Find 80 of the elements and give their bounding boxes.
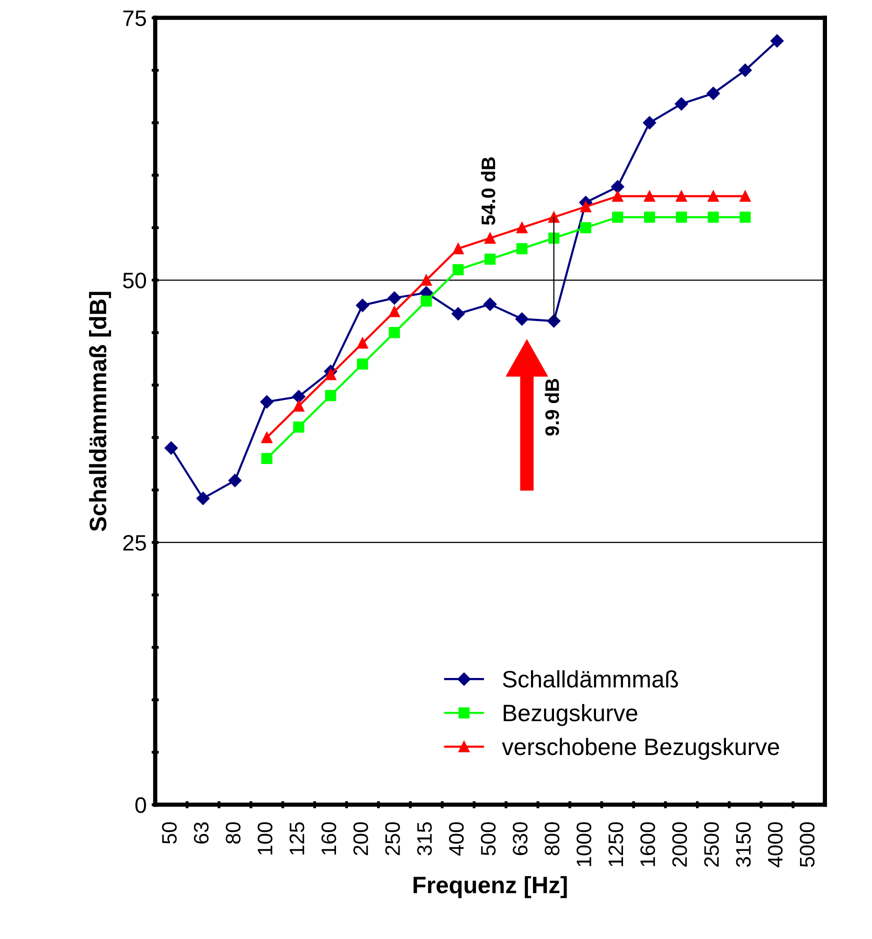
point (388, 327, 400, 338)
point (420, 296, 432, 307)
point (484, 232, 496, 244)
point (740, 190, 751, 202)
point (547, 314, 560, 328)
point (483, 298, 497, 311)
point (644, 212, 656, 223)
x-tick-label: 630 (512, 822, 528, 856)
x-tick-label: 80 (226, 822, 241, 844)
legend-label: verschobene Bezugskurve (502, 738, 780, 760)
x-tick-label: 200 (353, 822, 368, 856)
point (325, 390, 336, 402)
point (708, 212, 719, 223)
y-tick-label: 75 (123, 10, 146, 26)
point (706, 86, 720, 100)
x-tick-label: 400 (449, 822, 464, 856)
y-axis-title: Schalldämmmaß [dB] (89, 292, 112, 532)
x-tick-label: 4000 (768, 822, 783, 868)
point (293, 421, 304, 433)
point (642, 116, 656, 130)
point (516, 222, 528, 234)
x-tick-label: 1000 (576, 822, 592, 866)
point (740, 212, 751, 223)
x-tick-label: 125 (290, 822, 304, 855)
x-tick-label: 63 (194, 822, 209, 844)
point (356, 298, 370, 312)
point (644, 190, 656, 202)
point (708, 190, 719, 202)
point (261, 452, 272, 464)
x-tick-label: 100 (258, 822, 272, 855)
x-tick-label: 3150 (736, 822, 751, 867)
point (676, 212, 687, 223)
point (292, 390, 306, 404)
x-tick-label: 250 (385, 822, 400, 856)
x-tick-label: 160 (321, 822, 336, 855)
y-tick-label: 50 (123, 272, 146, 288)
point (484, 254, 496, 265)
x-tick-label: 800 (544, 822, 560, 856)
point (420, 274, 432, 286)
point (580, 222, 592, 234)
x-tick-label: 5000 (800, 822, 815, 867)
point (611, 180, 624, 194)
x-tick-label: 1250 (608, 822, 624, 866)
point (261, 432, 272, 444)
legend-label: Schalldämmmaß (502, 670, 678, 688)
y-tick-label: 25 (123, 534, 146, 551)
legend-label: Bezugskurve (504, 704, 638, 726)
point (612, 212, 624, 223)
point (516, 243, 528, 254)
point (293, 400, 304, 412)
x-tick-label: 500 (480, 822, 496, 856)
x-tick-label: 2000 (672, 822, 687, 867)
point (356, 338, 368, 349)
point (388, 291, 401, 305)
x-axis-title: Frequenz [Hz] (414, 876, 567, 898)
point (770, 34, 784, 48)
x-tick-label: 1600 (640, 822, 656, 866)
point (164, 441, 178, 455)
point (260, 395, 274, 408)
point (580, 201, 592, 212)
x-tick-label: 315 (417, 822, 432, 856)
point (674, 97, 688, 110)
point (325, 369, 336, 380)
point (388, 306, 400, 318)
x-tick-label: 2500 (704, 822, 719, 867)
annotation: 54.0 dB (481, 157, 496, 225)
annotation: 9.9 dB (544, 378, 560, 436)
x-tick-label: 50 (162, 822, 177, 844)
point (356, 358, 368, 370)
point (515, 312, 529, 326)
point (196, 492, 210, 505)
point (738, 64, 752, 77)
point (228, 474, 242, 488)
point (452, 243, 464, 254)
point (612, 190, 624, 202)
point (452, 307, 465, 320)
point (548, 232, 560, 244)
point (676, 190, 687, 202)
y-tick-label: 0 (135, 797, 146, 813)
point (452, 264, 464, 276)
